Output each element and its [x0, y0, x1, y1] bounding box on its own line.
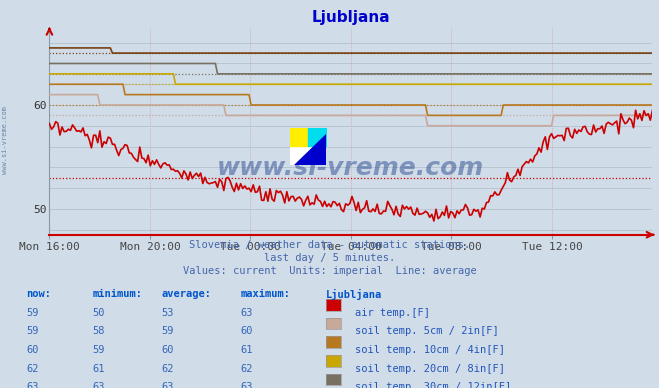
Text: minimum:: minimum:	[92, 289, 142, 299]
Text: 60: 60	[161, 345, 174, 355]
Text: Ljubljana: Ljubljana	[326, 289, 382, 300]
Text: 63: 63	[241, 382, 253, 388]
Title: Ljubljana: Ljubljana	[312, 10, 390, 24]
Polygon shape	[294, 133, 326, 165]
Text: 59: 59	[26, 326, 39, 336]
Text: 63: 63	[26, 382, 39, 388]
Text: now:: now:	[26, 289, 51, 299]
Text: 63: 63	[161, 382, 174, 388]
Text: 59: 59	[92, 345, 105, 355]
Text: last day / 5 minutes.: last day / 5 minutes.	[264, 253, 395, 263]
Text: Values: current  Units: imperial  Line: average: Values: current Units: imperial Line: av…	[183, 265, 476, 275]
Text: 62: 62	[161, 364, 174, 374]
Text: 61: 61	[241, 345, 253, 355]
Text: 50: 50	[92, 308, 105, 318]
Text: air temp.[F]: air temp.[F]	[355, 308, 430, 318]
Text: soil temp. 20cm / 8in[F]: soil temp. 20cm / 8in[F]	[355, 364, 505, 374]
Text: 61: 61	[92, 364, 105, 374]
Text: www.si-vreme.com: www.si-vreme.com	[217, 156, 484, 180]
Text: maximum:: maximum:	[241, 289, 291, 299]
Text: 60: 60	[26, 345, 39, 355]
Text: soil temp. 10cm / 4in[F]: soil temp. 10cm / 4in[F]	[355, 345, 505, 355]
Text: www.si-vreme.com: www.si-vreme.com	[2, 106, 9, 174]
Text: 62: 62	[241, 364, 253, 374]
Text: 59: 59	[26, 308, 39, 318]
Text: Slovenia / weather data - automatic stations.: Slovenia / weather data - automatic stat…	[189, 239, 470, 249]
Text: 62: 62	[26, 364, 39, 374]
Text: 59: 59	[161, 326, 174, 336]
Text: 53: 53	[161, 308, 174, 318]
Text: 63: 63	[241, 308, 253, 318]
Text: average:: average:	[161, 289, 212, 299]
Text: soil temp. 5cm / 2in[F]: soil temp. 5cm / 2in[F]	[355, 326, 498, 336]
Text: 63: 63	[92, 382, 105, 388]
Text: 60: 60	[241, 326, 253, 336]
Text: 58: 58	[92, 326, 105, 336]
Text: soil temp. 30cm / 12in[F]: soil temp. 30cm / 12in[F]	[355, 382, 511, 388]
